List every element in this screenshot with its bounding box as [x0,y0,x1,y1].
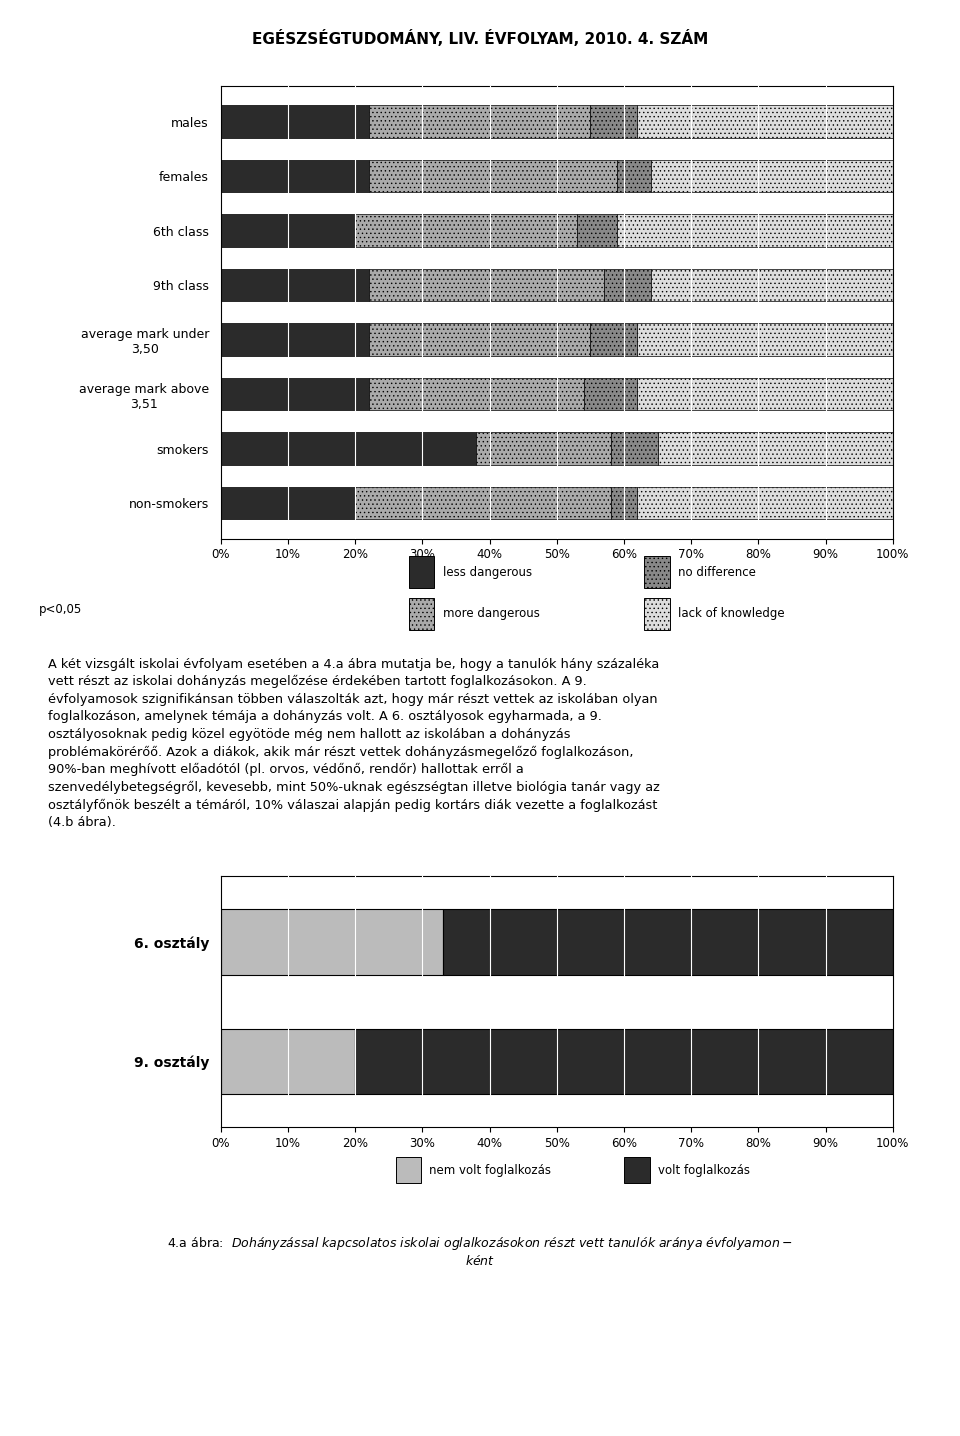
Bar [221,323,369,356]
Text: A két vizsgált iskolai évfolyam esetében a 4.a ábra mutatja be, hogy a tanulók h: A két vizsgált iskolai évfolyam esetében… [48,658,660,830]
Bar [221,269,369,302]
Bar [221,105,369,138]
Text: more dangerous: more dangerous [443,607,540,620]
Bar [584,378,637,411]
Bar [617,159,651,192]
Bar [443,909,893,975]
Text: less dangerous: less dangerous [443,566,532,579]
Bar [355,487,611,520]
Bar [577,214,617,247]
Bar [604,269,651,302]
Bar [637,105,893,138]
Text: volt foglalkozás: volt foglalkozás [658,1163,750,1178]
Bar [355,214,577,247]
Bar [651,269,893,302]
Bar [221,214,355,247]
Bar [409,556,435,589]
Bar [637,323,893,356]
Bar [221,1028,355,1094]
Bar [409,597,435,630]
Text: no difference: no difference [678,566,756,579]
Bar [644,597,670,630]
Bar [590,105,637,138]
Bar [611,432,658,465]
Bar [637,378,893,411]
Text: nem volt foglalkozás: nem volt foglalkozás [429,1163,551,1178]
Bar [476,432,611,465]
Text: lack of knowledge: lack of knowledge [678,607,784,620]
Bar [369,269,604,302]
Bar [221,487,355,520]
Bar [617,214,893,247]
Bar [611,487,637,520]
Text: p<0,05: p<0,05 [38,603,82,616]
Text: 4.a ábra:  $\it{Dohányzással\ kapcsolatos\ iskolai\ oglalkozásokon\ részt\ vett\: 4.a ábra: $\it{Dohányzással\ kapcsolatos… [167,1235,793,1268]
Bar [658,432,893,465]
Bar [221,159,369,192]
Bar [369,323,590,356]
Bar [624,1157,650,1183]
Bar [396,1157,421,1183]
Bar [221,432,476,465]
Bar [221,378,369,411]
Bar [369,159,617,192]
Text: EGÉSZSÉGTUDOMÁNY, LIV. ÉVFOLYAM, 2010. 4. SZÁM: EGÉSZSÉGTUDOMÁNY, LIV. ÉVFOLYAM, 2010. 4… [252,30,708,47]
Bar [221,909,443,975]
Bar [637,487,893,520]
Bar [590,323,637,356]
Bar [369,105,590,138]
Bar [355,1028,893,1094]
Bar [644,556,670,589]
Bar [369,378,584,411]
Bar [651,159,893,192]
